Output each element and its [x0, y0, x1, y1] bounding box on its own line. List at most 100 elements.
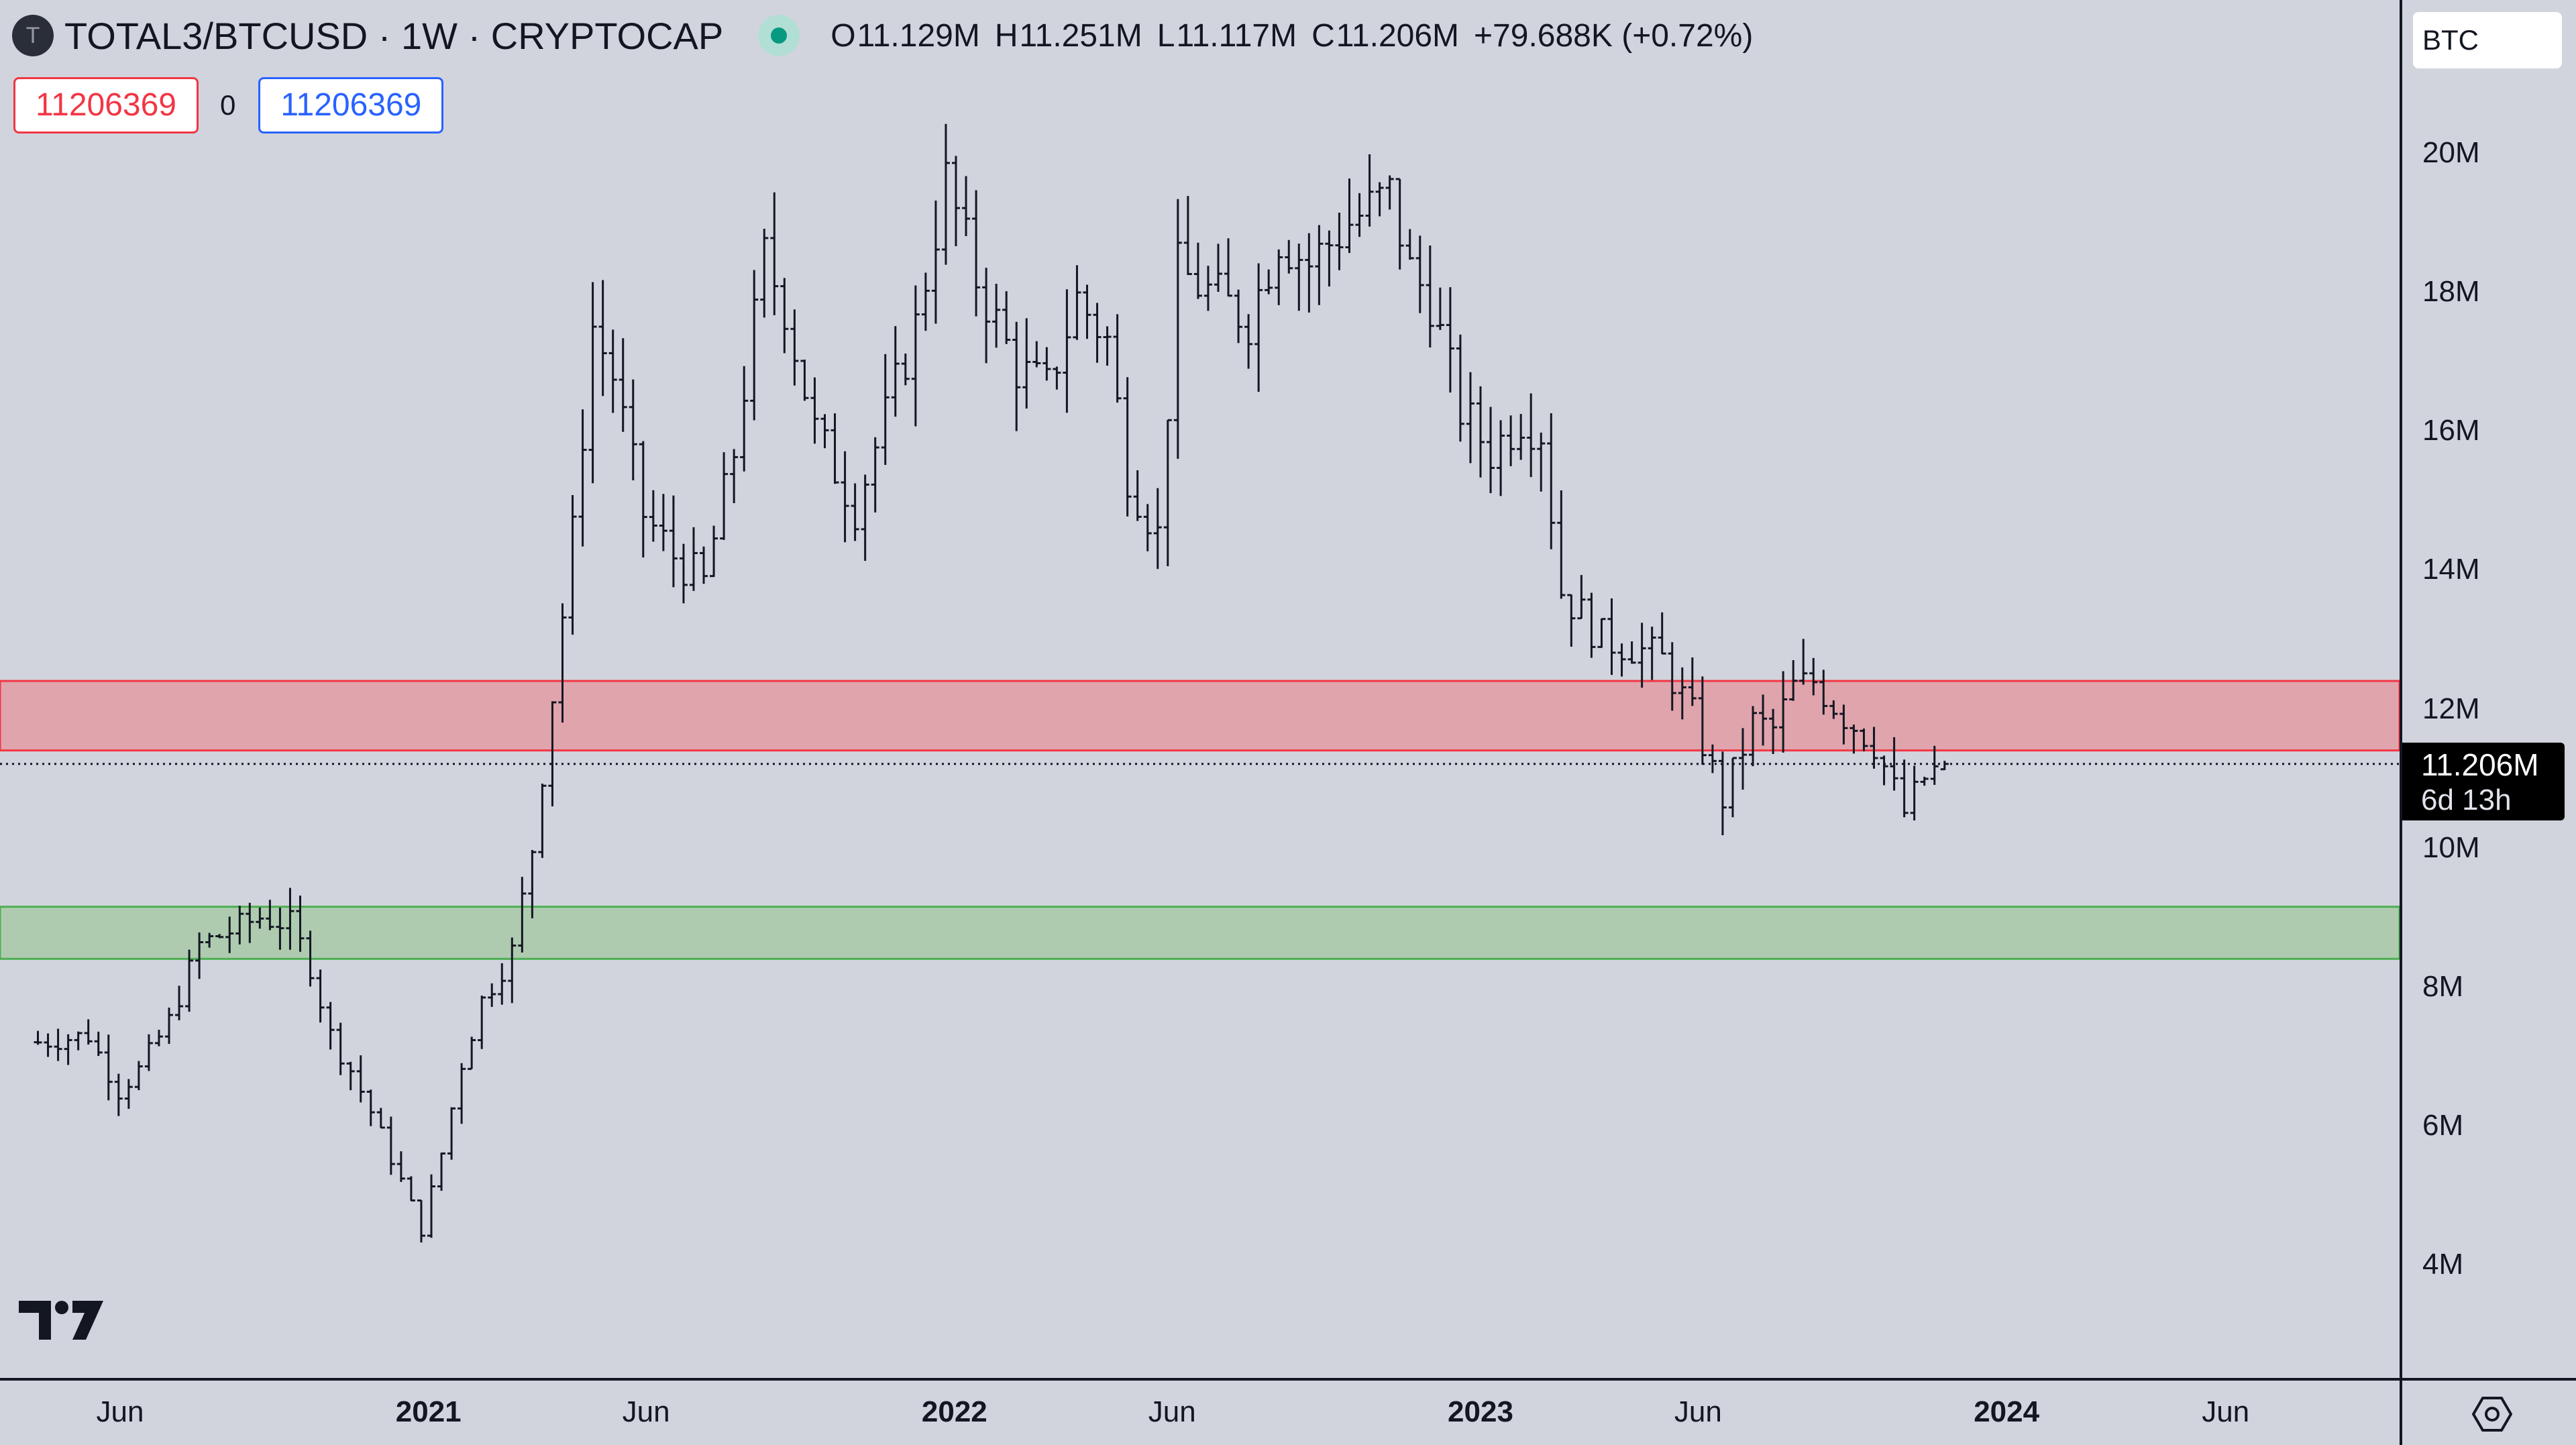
ohlc-bar — [1668, 642, 1676, 711]
ohlc-bar — [407, 1176, 415, 1202]
ohlc-bar — [659, 494, 667, 551]
bar-countdown: 6d 13h — [2421, 783, 2512, 816]
ohlc-bar — [1920, 776, 1929, 786]
ohlc-bar — [982, 268, 991, 364]
ohlc-bar — [1900, 759, 1909, 818]
ohlc-bar — [1265, 269, 1273, 295]
ohlc-bar — [972, 190, 981, 317]
ohlc-bar — [1688, 657, 1697, 706]
ohlc-bar — [1153, 488, 1162, 570]
ohlc-bar — [730, 449, 739, 503]
time-tick-month: Jun — [622, 1395, 670, 1428]
ohlc-bar — [1012, 321, 1021, 431]
price-axis[interactable]: BTC 20M 18M 16M 14M 12M 10M 8M 6M 4M 11.206M 6d … — [2400, 0, 2576, 1378]
ohlc-bar — [1193, 242, 1202, 299]
ohlc-bar — [690, 527, 698, 591]
ohlc-bar — [608, 329, 617, 413]
ohlc-bar — [1365, 154, 1374, 227]
ohlc-bar — [548, 701, 557, 807]
ohlc-bar — [124, 1079, 133, 1109]
axis-corner — [2400, 1378, 2576, 1445]
price-tick-label: 10M — [2422, 831, 2480, 864]
ohlc-bar — [992, 284, 1001, 348]
ohlc-bar — [669, 495, 678, 588]
ohlc-bar — [1355, 193, 1364, 237]
ohlc-bar — [396, 1151, 405, 1182]
ohlc-bar — [1577, 575, 1586, 620]
last-price-value: 11.206M — [2421, 747, 2539, 782]
ohlc-bar — [780, 278, 789, 354]
ohlc-bar — [114, 1073, 123, 1116]
ohlc-bar — [1436, 287, 1444, 330]
ohlc-bar — [1527, 393, 1536, 478]
ohlc-bar — [810, 377, 819, 444]
tradingview-logo-icon[interactable] — [19, 1298, 105, 1345]
time-tick-month: Jun — [1674, 1395, 1722, 1428]
ohlc-bar — [861, 474, 869, 561]
ohlc-bar — [386, 1116, 395, 1175]
ohlc-bar — [346, 1061, 355, 1091]
ohlc-bar — [679, 543, 688, 604]
ohlc-bar — [760, 229, 769, 318]
ohlc-bar — [144, 1034, 153, 1071]
ohlc-bar — [1203, 266, 1212, 311]
chart-settings-icon[interactable] — [2472, 1394, 2512, 1434]
ohlc-bar — [1769, 708, 1778, 754]
open-value: O11.129M — [830, 17, 980, 54]
ohlc-bar — [195, 932, 204, 979]
change-value: +79.688K (+0.72%) — [1474, 17, 1754, 54]
ohlc-bar — [1537, 432, 1546, 492]
ohlc-bar — [1930, 745, 1939, 785]
ohlc-bar — [700, 546, 708, 584]
symbol-title[interactable]: TOTAL3/BTCUSD · 1W · CRYPTOCAP — [64, 14, 724, 57]
ohlc-bar — [1093, 303, 1102, 363]
sell-button[interactable]: 11206369 — [13, 77, 199, 133]
ohlc-bar — [94, 1031, 103, 1057]
buy-button[interactable]: 11206369 — [258, 77, 444, 133]
ohlc-bar — [1728, 757, 1737, 818]
resistance-zone[interactable] — [0, 680, 2400, 752]
ohlc-bar — [1285, 239, 1293, 274]
symbol-logo-icon[interactable]: T — [12, 15, 54, 56]
market-status-icon[interactable] — [758, 15, 800, 56]
ohlc-bar — [1214, 244, 1222, 292]
ohlc-bar — [1849, 725, 1858, 754]
ohlc-bar — [1587, 592, 1596, 658]
ohlc-bar — [1103, 326, 1112, 366]
ohlc-bar — [1557, 490, 1566, 599]
ohlc-bar — [1305, 233, 1313, 313]
ohlc-bar — [296, 896, 305, 952]
ohlc-bar — [518, 877, 527, 953]
price-tick-label: 6M — [2422, 1108, 2464, 1142]
ohlc-bar — [568, 495, 577, 635]
ohlc-bar — [468, 1036, 476, 1070]
ohlc-bar — [1234, 289, 1243, 343]
ohlc-bar — [1002, 291, 1011, 344]
price-chart[interactable] — [0, 0, 2400, 1378]
spread-value: 0 — [220, 89, 236, 121]
currency-selector[interactable]: BTC — [2413, 12, 2562, 68]
time-axis[interactable]: Jun 2021 Jun 2022 Jun 2023 Jun 2024 Jun — [0, 1378, 2400, 1445]
ohlc-bar — [1183, 196, 1192, 275]
ohlc-bar — [598, 280, 607, 396]
ohlc-bar — [1415, 235, 1424, 313]
ohlc-bar — [790, 309, 799, 386]
ohlc-bar — [1173, 199, 1182, 459]
ohlc-bar — [246, 902, 254, 943]
ohlc-bar — [1799, 639, 1808, 685]
ohlc-bar — [1910, 765, 1919, 820]
ohlc-bar — [1456, 334, 1464, 442]
ohlc-bar — [588, 282, 597, 484]
ohlc-bar — [1517, 414, 1525, 460]
ohlc-bar — [1405, 229, 1414, 260]
chart-pane[interactable]: T TOTAL3/BTCUSD · 1W · CRYPTOCAP O11.129… — [0, 0, 2400, 1378]
support-zone[interactable] — [0, 906, 2400, 960]
ohlc-bar — [84, 1019, 93, 1045]
price-tick-label: 8M — [2422, 969, 2464, 1003]
ohlc-bar — [851, 483, 859, 541]
ohlc-bar — [1325, 230, 1334, 286]
ohlc-bar — [437, 1152, 446, 1191]
ohlc-bar — [1395, 178, 1404, 270]
ohlc-bar — [1385, 175, 1394, 210]
